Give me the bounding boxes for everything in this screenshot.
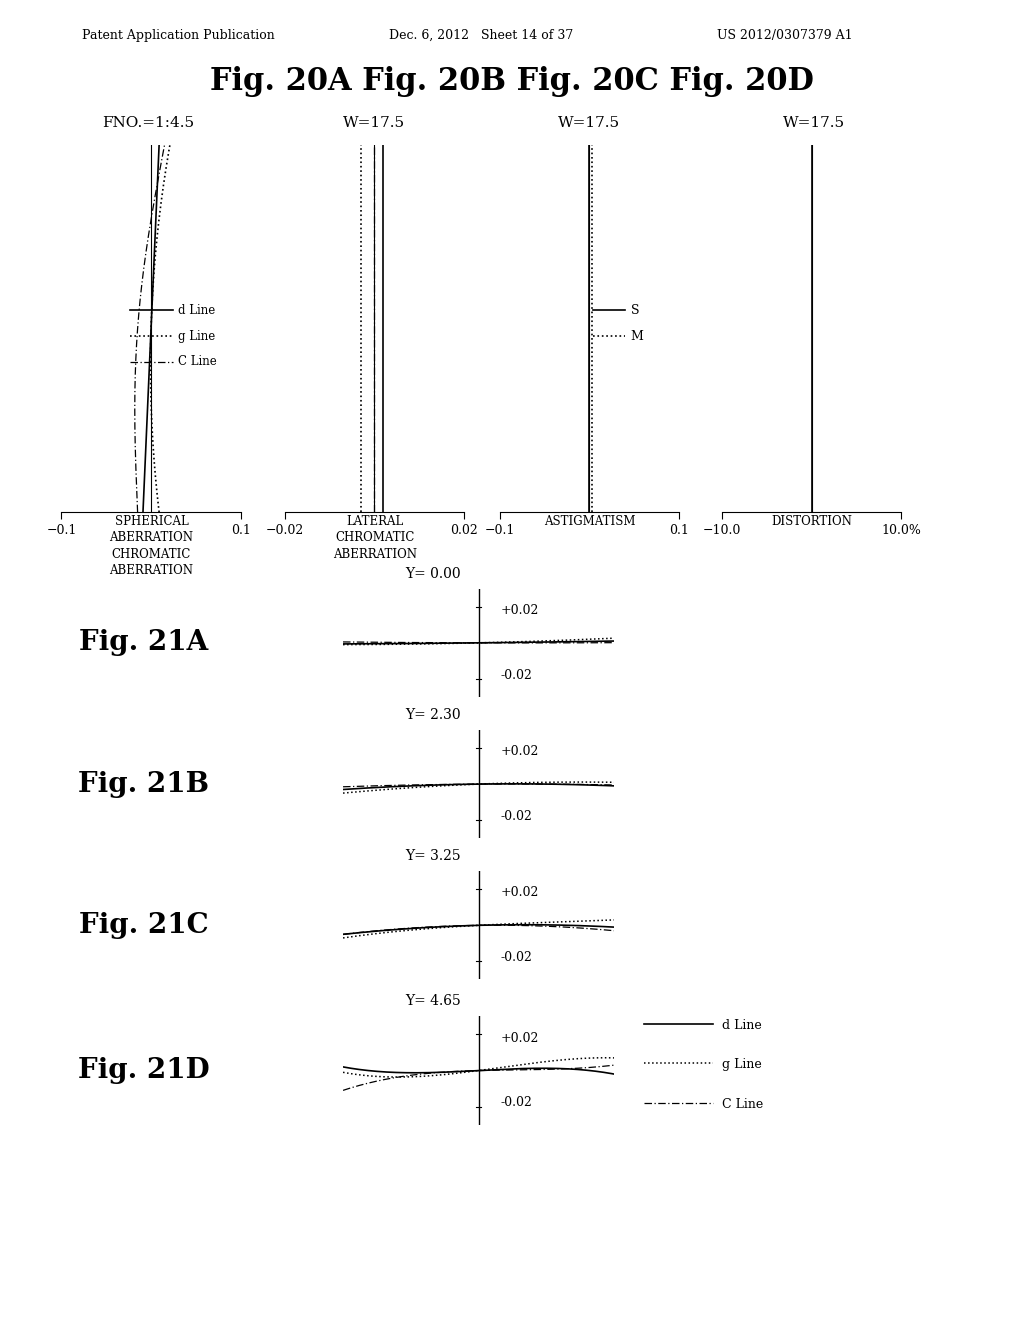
Text: d Line: d Line — [722, 1019, 762, 1031]
Text: +0.02: +0.02 — [501, 1031, 539, 1044]
Text: Y= 4.65: Y= 4.65 — [404, 994, 461, 1008]
Text: -0.02: -0.02 — [501, 669, 532, 682]
Text: +0.02: +0.02 — [501, 886, 539, 899]
Text: US 2012/0307379 A1: US 2012/0307379 A1 — [717, 29, 852, 42]
Text: W=17.5: W=17.5 — [558, 116, 620, 131]
Text: Y= 3.25: Y= 3.25 — [404, 849, 461, 863]
Text: Fig. 21C: Fig. 21C — [79, 912, 208, 939]
Text: +0.02: +0.02 — [501, 744, 539, 758]
Text: ASTIGMATISM: ASTIGMATISM — [544, 515, 636, 528]
Text: Fig. 21D: Fig. 21D — [78, 1057, 209, 1084]
Text: d Line: d Line — [178, 304, 215, 317]
Text: M: M — [631, 330, 643, 342]
Text: C Line: C Line — [178, 355, 217, 368]
Text: Patent Application Publication: Patent Application Publication — [82, 29, 274, 42]
Text: S: S — [631, 304, 639, 317]
Text: SPHERICAL
ABERRATION
CHROMATIC
ABERRATION: SPHERICAL ABERRATION CHROMATIC ABERRATIO… — [110, 515, 194, 577]
Text: LATERAL
CHROMATIC
ABERRATION: LATERAL CHROMATIC ABERRATION — [333, 515, 417, 561]
Text: -0.02: -0.02 — [501, 810, 532, 824]
Text: Fig. 21B: Fig. 21B — [78, 771, 209, 797]
Text: +0.02: +0.02 — [501, 603, 539, 616]
Text: W=17.5: W=17.5 — [343, 116, 404, 131]
Text: C Line: C Line — [722, 1098, 763, 1110]
Text: Fig. 21A: Fig. 21A — [79, 630, 208, 656]
Text: W=17.5: W=17.5 — [783, 116, 845, 131]
Text: DISTORTION: DISTORTION — [772, 515, 852, 528]
Text: g Line: g Line — [178, 330, 215, 342]
Text: Y= 0.00: Y= 0.00 — [404, 566, 461, 581]
Text: g Line: g Line — [722, 1059, 762, 1071]
Text: Fig. 20A Fig. 20B Fig. 20C Fig. 20D: Fig. 20A Fig. 20B Fig. 20C Fig. 20D — [210, 66, 814, 96]
Text: -0.02: -0.02 — [501, 952, 532, 965]
Text: -0.02: -0.02 — [501, 1097, 532, 1110]
Text: Dec. 6, 2012   Sheet 14 of 37: Dec. 6, 2012 Sheet 14 of 37 — [389, 29, 573, 42]
Text: FNO.=1:4.5: FNO.=1:4.5 — [102, 116, 195, 131]
Text: Y= 2.30: Y= 2.30 — [404, 708, 461, 722]
